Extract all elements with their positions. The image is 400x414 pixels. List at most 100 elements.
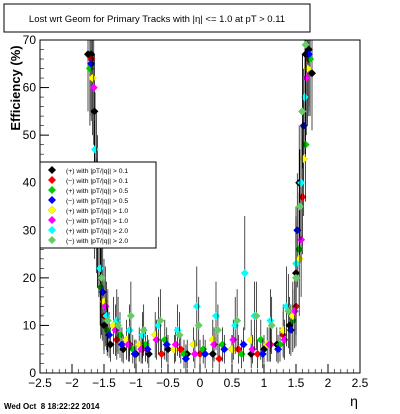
data-point xyxy=(246,335,256,345)
legend-entry: (+) with |pT/|q|| > 1.0 xyxy=(66,208,128,215)
data-point xyxy=(253,349,262,358)
data-point xyxy=(213,326,222,335)
legend-entry: (−) with |pT/|q|| > 0.5 xyxy=(66,198,128,205)
x-tick-label: −2 xyxy=(65,376,79,390)
chart-title: Lost wrt Geom for Primary Tracks with |η… xyxy=(29,14,285,25)
y-tick-label: 40 xyxy=(23,176,37,190)
data-point xyxy=(284,307,293,316)
data-point xyxy=(90,107,99,116)
data-point xyxy=(192,302,201,311)
y-tick-label: 60 xyxy=(23,81,37,95)
data-point xyxy=(297,178,306,187)
data-point xyxy=(239,340,248,349)
data-point xyxy=(298,107,307,116)
x-tick-label: 0.5 xyxy=(224,376,241,390)
y-tick-label: 70 xyxy=(23,33,37,47)
data-point xyxy=(137,345,146,354)
data-point xyxy=(103,316,112,325)
data-point xyxy=(101,302,110,311)
legend-marker xyxy=(48,176,56,184)
data-point xyxy=(233,316,242,325)
data-point xyxy=(258,349,267,358)
data-point xyxy=(189,340,198,349)
legend-marker xyxy=(48,186,56,194)
legend-entry: (−) with |pT/|q|| > 2.0 xyxy=(66,238,128,245)
y-tick-label: 30 xyxy=(23,223,37,237)
data-point xyxy=(265,340,274,349)
legend-entry: (+) with |pT/|q|| > 0.5 xyxy=(66,188,128,195)
data-point xyxy=(215,354,224,363)
timestamp: Wed Oct 8 18:22:22 2014 xyxy=(4,402,100,411)
data-point xyxy=(274,345,283,354)
x-tick-label: −0.5 xyxy=(156,376,180,390)
x-tick-label: −1.5 xyxy=(92,376,116,390)
legend-marker xyxy=(47,205,57,215)
x-tick-label: 1 xyxy=(261,376,268,390)
data-point xyxy=(139,326,148,335)
data-point xyxy=(157,349,166,358)
data-point xyxy=(267,321,276,330)
data-point xyxy=(190,349,199,358)
data-point xyxy=(298,192,307,201)
data-point xyxy=(175,330,184,339)
x-tick-label: −1 xyxy=(129,376,143,390)
data-point xyxy=(295,202,304,211)
title-box xyxy=(3,3,311,33)
y-tick-label: 0 xyxy=(29,366,36,380)
legend-marker xyxy=(48,196,56,204)
legend-marker xyxy=(48,226,56,234)
data-point xyxy=(97,273,106,282)
y-tick-label: 20 xyxy=(23,271,37,285)
x-axis-label: η xyxy=(350,393,358,409)
data-point xyxy=(227,344,237,354)
data-point xyxy=(220,345,229,354)
x-tick-label: 2 xyxy=(325,376,332,390)
y-axis-label: Efficiency (%) xyxy=(8,45,23,130)
data-point xyxy=(130,349,139,358)
data-point xyxy=(143,345,152,354)
data-point xyxy=(301,140,310,149)
data-point xyxy=(304,50,313,59)
legend-marker xyxy=(48,216,56,224)
data-point xyxy=(302,74,311,83)
data-point xyxy=(88,73,97,83)
data-point xyxy=(181,354,190,363)
data-point xyxy=(212,311,220,320)
data-point xyxy=(252,311,261,320)
data-point xyxy=(292,273,300,282)
data-point xyxy=(290,307,299,316)
data-point xyxy=(126,311,135,320)
legend-entry: (−) with |pT/|q|| > 0.1 xyxy=(66,178,128,185)
data-point xyxy=(194,321,203,330)
data-point xyxy=(240,269,249,278)
data-point xyxy=(96,264,105,273)
data-point xyxy=(300,93,309,102)
data-point xyxy=(117,340,126,349)
series-4 xyxy=(88,40,312,364)
data-point xyxy=(98,288,107,297)
legend-entry: (−) with |pT/|q|| > 1.0 xyxy=(66,218,128,225)
data-point xyxy=(91,145,100,154)
data-point xyxy=(124,340,133,349)
legend-entry: (+) with |pT/|q|| > 2.0 xyxy=(66,228,128,235)
data-point xyxy=(248,345,257,354)
x-tick-label: 2.5 xyxy=(352,376,369,390)
data-point xyxy=(256,335,265,344)
data-point xyxy=(125,326,134,335)
data-point xyxy=(201,349,210,358)
data-point xyxy=(162,340,171,349)
legend-box xyxy=(39,161,157,249)
data-point xyxy=(156,316,165,325)
data-point xyxy=(114,321,123,330)
x-tick-label: 1.5 xyxy=(288,376,305,390)
legend-marker xyxy=(48,236,56,244)
y-tick-label: 50 xyxy=(23,128,37,142)
data-point xyxy=(87,59,96,68)
data-point xyxy=(89,83,98,92)
data-point xyxy=(301,40,310,49)
data-point xyxy=(105,330,114,339)
legend-entry: (+) with |pT/|q|| > 0.1 xyxy=(66,168,128,175)
data-point xyxy=(106,340,115,349)
y-tick-label: 10 xyxy=(23,318,37,332)
